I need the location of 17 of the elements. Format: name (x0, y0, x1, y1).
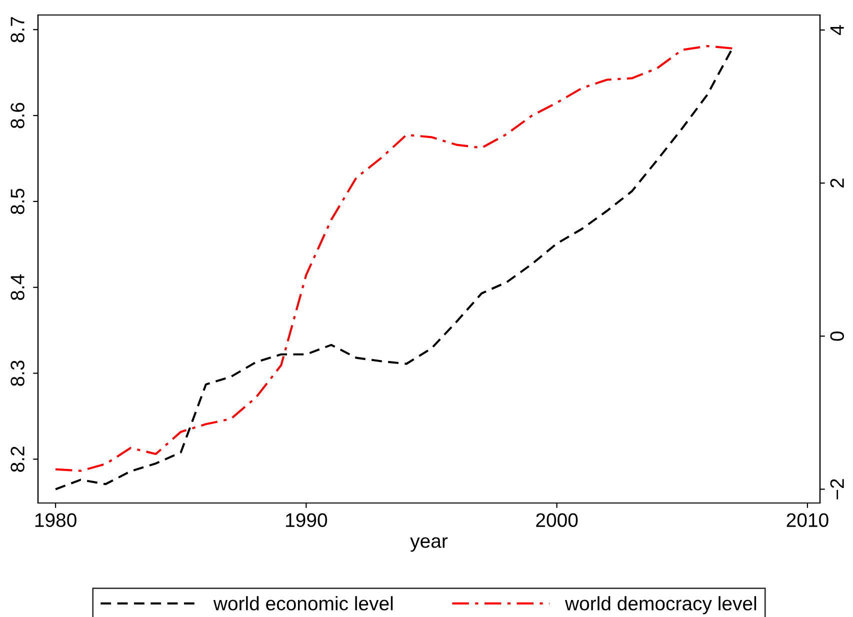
y2-tick-label: 0 (830, 332, 844, 341)
y-tick-label: 8.3 (10, 360, 24, 386)
x-tick-label: 1990 (286, 513, 328, 528)
x-tick-label: 2000 (536, 513, 578, 528)
x-tick-label: 1980 (35, 513, 76, 528)
x-axis-title: year (410, 537, 448, 552)
y-tick-label: 8.6 (10, 102, 24, 128)
legend-label: world democracy level (564, 596, 756, 614)
y-tick-label: 8.7 (10, 17, 24, 42)
y-tick-label: 8.5 (10, 188, 24, 214)
y2-tick-label: −2 (830, 479, 844, 500)
x-tick-label: 2010 (786, 513, 828, 528)
y-tick-label: 8.2 (10, 446, 24, 472)
y2-tick-label: 4 (830, 25, 844, 35)
y-tick-label: 8.4 (10, 274, 24, 300)
legend-label: world economic level (213, 596, 393, 610)
y2-tick-label: 2 (830, 178, 844, 188)
